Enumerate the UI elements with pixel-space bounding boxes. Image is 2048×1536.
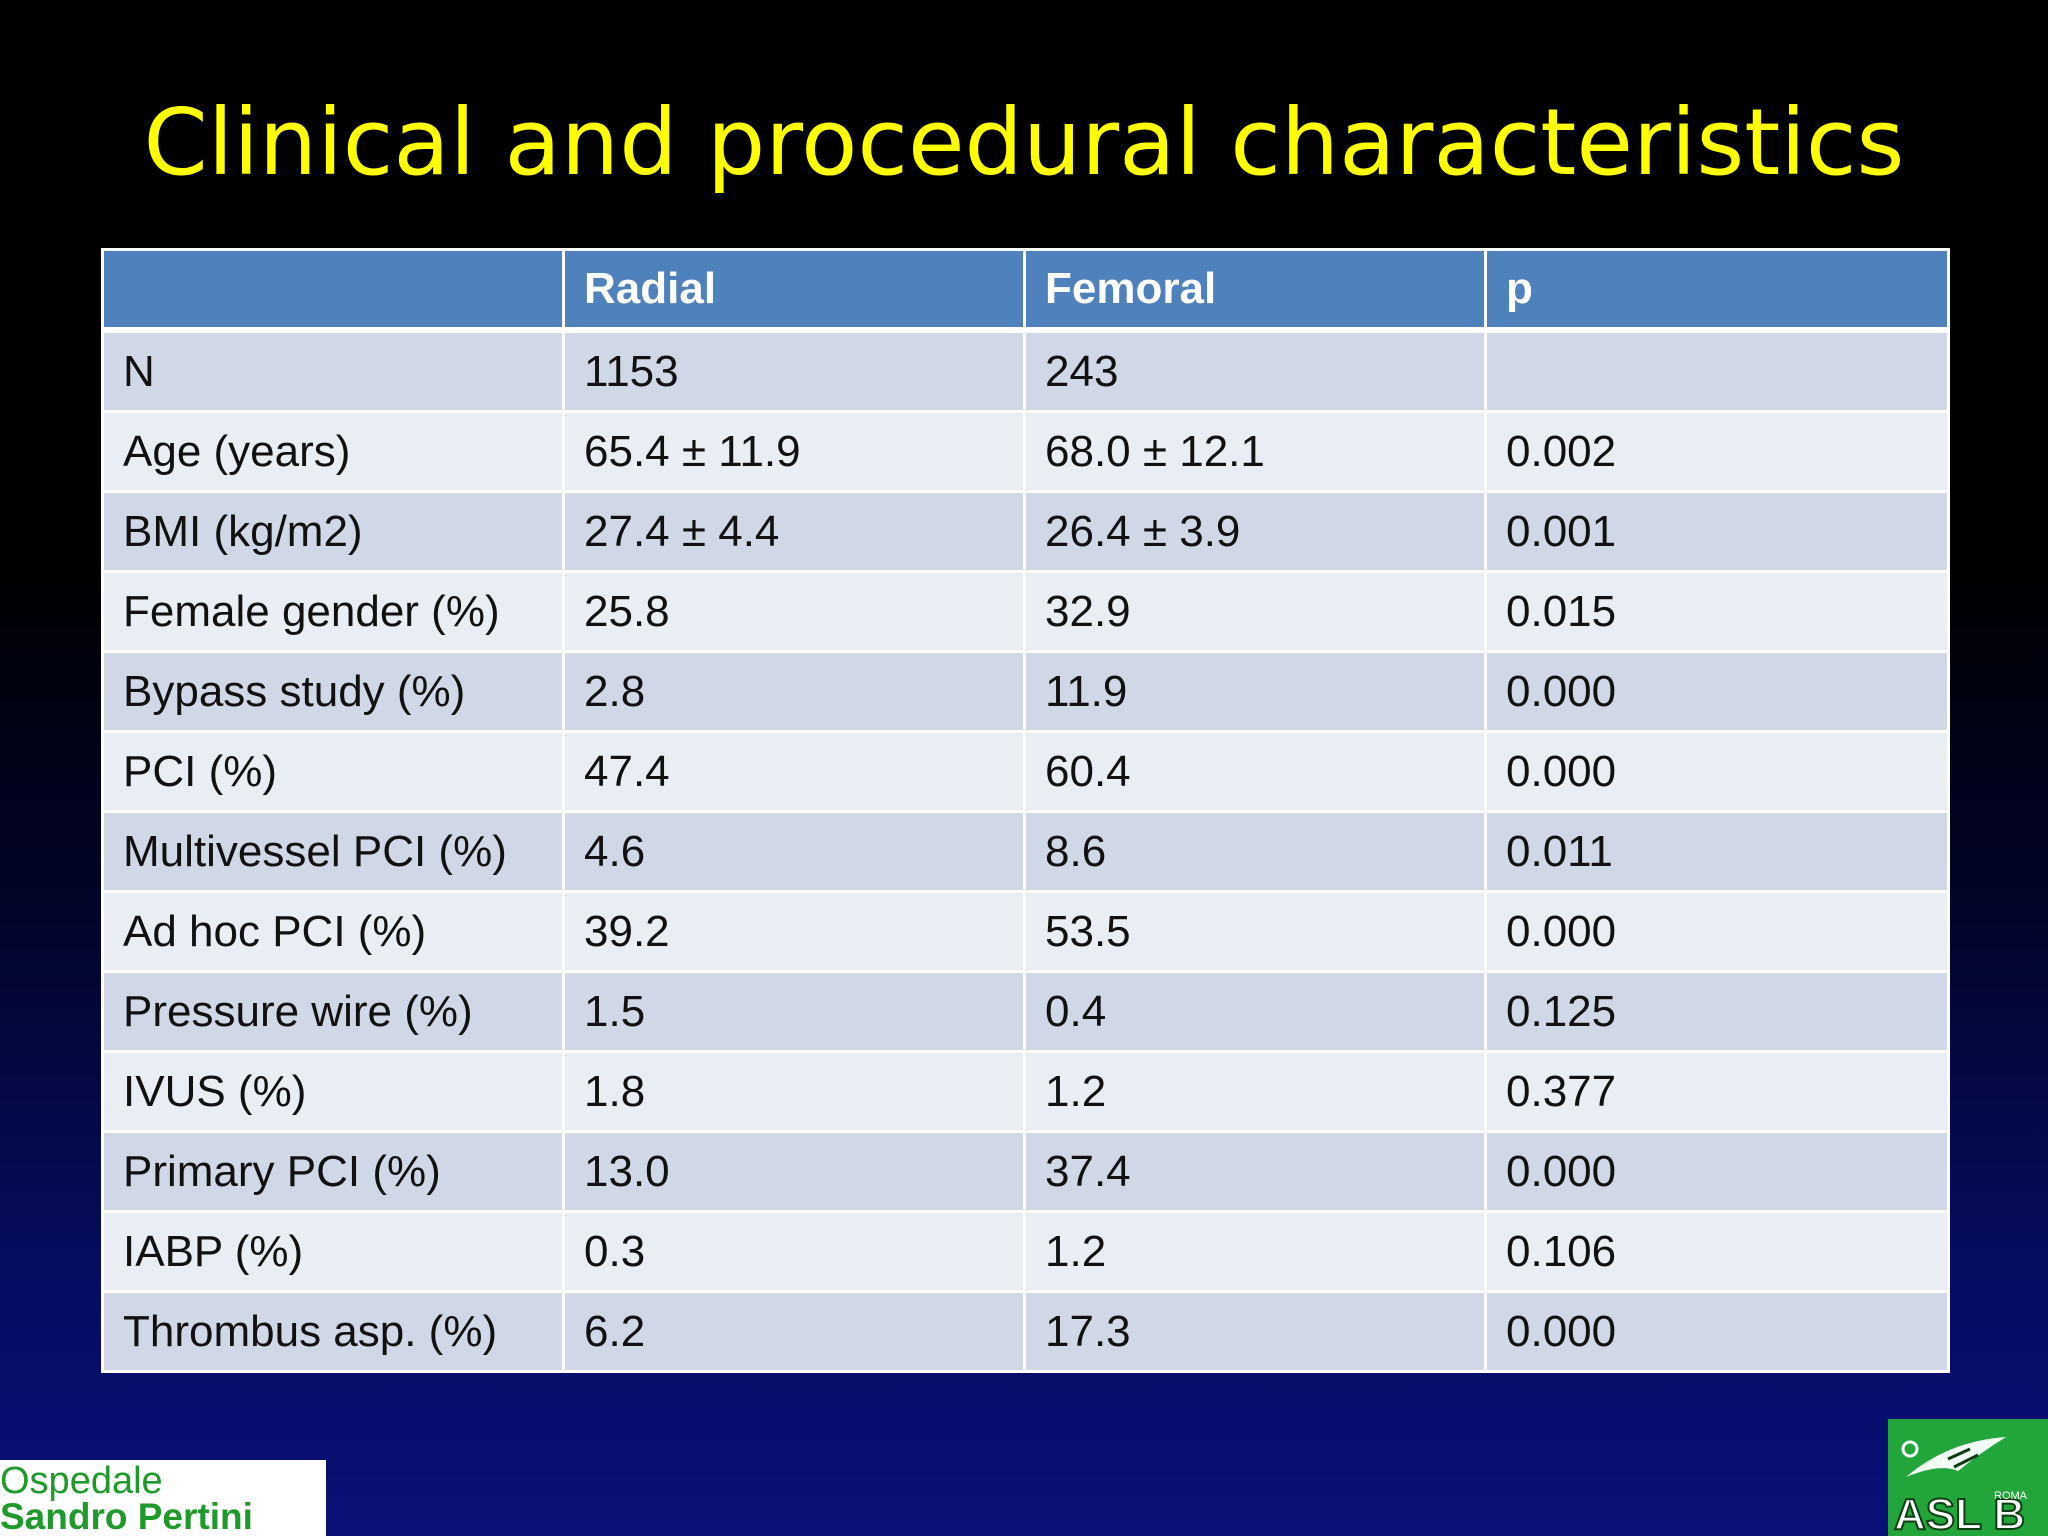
table-row: Thrombus asp. (%) 6.2 17.3 0.000 [101, 1290, 1950, 1373]
row-label: Female gender (%) [101, 570, 565, 653]
femoral-value: 32.9 [1023, 570, 1487, 653]
table-row: IVUS (%) 1.8 1.2 0.377 [101, 1050, 1950, 1133]
table-row: BMI (kg/m2) 27.4 ± 4.4 26.4 ± 3.9 0.001 [101, 490, 1950, 573]
radial-value: 47.4 [562, 730, 1026, 813]
table-row: Pressure wire (%) 1.5 0.4 0.125 [101, 970, 1950, 1053]
emblem-circle-icon [1901, 1440, 1919, 1458]
radial-value: 6.2 [562, 1290, 1026, 1373]
row-label: IVUS (%) [101, 1050, 565, 1133]
femoral-value: 17.3 [1023, 1290, 1487, 1373]
radial-value: 0.3 [562, 1210, 1026, 1293]
header-cell-label [101, 248, 565, 333]
table-row: Female gender (%) 25.8 32.9 0.015 [101, 570, 1950, 653]
p-value: 0.106 [1484, 1210, 1950, 1293]
p-value [1484, 328, 1950, 413]
femoral-value: 60.4 [1023, 730, 1487, 813]
p-value: 0.000 [1484, 1290, 1950, 1373]
row-label: Primary PCI (%) [101, 1130, 565, 1213]
row-label: Ad hoc PCI (%) [101, 890, 565, 973]
p-value: 0.011 [1484, 810, 1950, 893]
radial-value: 65.4 ± 11.9 [562, 410, 1026, 493]
table-row: N 1153 243 [101, 328, 1950, 413]
radial-value: 1.5 [562, 970, 1026, 1053]
radial-value: 1153 [562, 328, 1026, 413]
table-row: IABP (%) 0.3 1.2 0.106 [101, 1210, 1950, 1293]
p-value: 0.001 [1484, 490, 1950, 573]
p-value: 0.000 [1484, 1130, 1950, 1213]
femoral-value: 68.0 ± 12.1 [1023, 410, 1487, 493]
row-label: BMI (kg/m2) [101, 490, 565, 573]
slide-title: Clinical and procedural characteristics [143, 89, 1905, 196]
radial-value: 2.8 [562, 650, 1026, 733]
row-label: N [101, 328, 565, 413]
hospital-logo-line2: Sandro Pertini [0, 1496, 253, 1536]
characteristics-table: Radial Femoral p N 1153 243 Age (years) … [101, 248, 1950, 1373]
table-row: Primary PCI (%) 13.0 37.4 0.000 [101, 1130, 1950, 1213]
row-label: IABP (%) [101, 1210, 565, 1293]
row-label: Multivessel PCI (%) [101, 810, 565, 893]
asl-logo-graphic: ASL B ROMA [1893, 1437, 2028, 1536]
femoral-value: 1.2 [1023, 1210, 1487, 1293]
row-label: Bypass study (%) [101, 650, 565, 733]
table-row: Ad hoc PCI (%) 39.2 53.5 0.000 [101, 890, 1950, 973]
header-cell-radial: Radial [562, 248, 1026, 333]
radial-value: 39.2 [562, 890, 1026, 973]
row-label: Pressure wire (%) [101, 970, 565, 1053]
asl-logo-text: ASL B [1894, 1490, 2025, 1536]
radial-value: 1.8 [562, 1050, 1026, 1133]
femoral-value: 0.4 [1023, 970, 1487, 1053]
table-row: Age (years) 65.4 ± 11.9 68.0 ± 12.1 0.00… [101, 410, 1950, 493]
p-value: 0.377 [1484, 1050, 1950, 1133]
characteristics-table-container: Radial Femoral p N 1153 243 Age (years) … [101, 248, 1950, 1373]
femoral-value: 11.9 [1023, 650, 1487, 733]
radial-value: 13.0 [562, 1130, 1026, 1213]
p-value: 0.125 [1484, 970, 1950, 1053]
p-value: 0.000 [1484, 890, 1950, 973]
header-cell-p: p [1484, 248, 1950, 333]
row-label: Thrombus asp. (%) [101, 1290, 565, 1373]
femoral-value: 1.2 [1023, 1050, 1487, 1133]
header-cell-femoral: Femoral [1023, 248, 1487, 333]
hospital-logo: Ospedale Sandro Pertini [0, 1460, 326, 1536]
hospital-logo-line1: Ospedale [0, 1460, 163, 1502]
p-value: 0.002 [1484, 410, 1950, 493]
p-value: 0.015 [1484, 570, 1950, 653]
femoral-value: 8.6 [1023, 810, 1487, 893]
row-label: PCI (%) [101, 730, 565, 813]
radial-value: 4.6 [562, 810, 1026, 893]
femoral-value: 37.4 [1023, 1130, 1487, 1213]
table-header-row: Radial Femoral p [101, 248, 1950, 333]
radial-value: 25.8 [562, 570, 1026, 653]
asl-logo: ASL B ROMA [1888, 1419, 2048, 1536]
table-row: Multivessel PCI (%) 4.6 8.6 0.011 [101, 810, 1950, 893]
table-row: Bypass study (%) 2.8 11.9 0.000 [101, 650, 1950, 733]
row-label: Age (years) [101, 410, 565, 493]
table-row: PCI (%) 47.4 60.4 0.000 [101, 730, 1950, 813]
femoral-value: 53.5 [1023, 890, 1487, 973]
femoral-value: 243 [1023, 328, 1487, 413]
p-value: 0.000 [1484, 730, 1950, 813]
p-value: 0.000 [1484, 650, 1950, 733]
radial-value: 27.4 ± 4.4 [562, 490, 1026, 573]
femoral-value: 26.4 ± 3.9 [1023, 490, 1487, 573]
asl-logo-small-text: ROMA [1994, 1490, 2028, 1502]
